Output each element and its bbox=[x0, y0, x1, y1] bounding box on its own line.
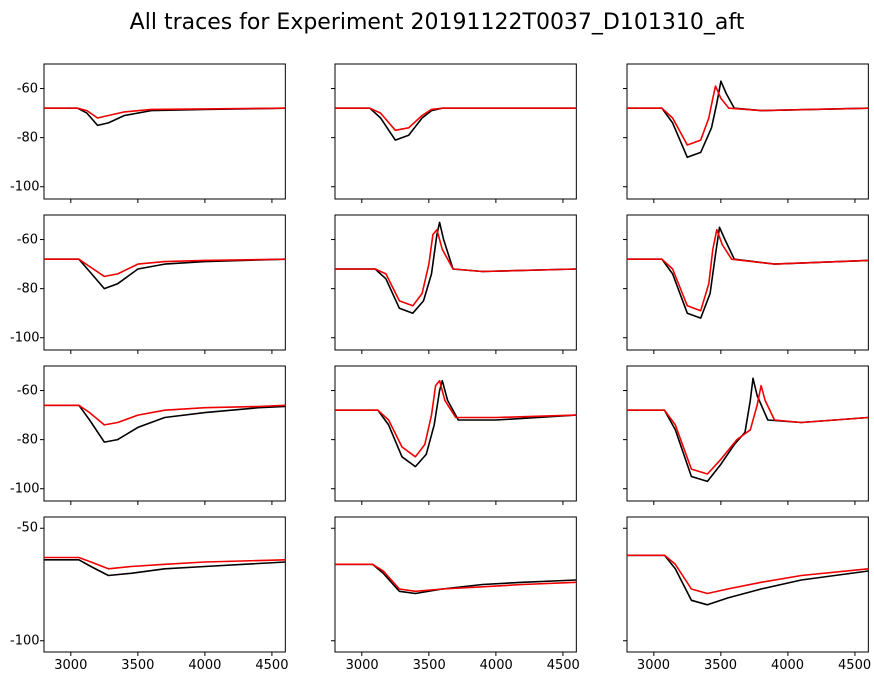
xtick-label: 3000 bbox=[54, 656, 87, 673]
panel-r0-c1 bbox=[301, 60, 578, 203]
xtick-label: 4500 bbox=[547, 656, 580, 673]
trace_b-line bbox=[627, 230, 868, 311]
figure-title: All traces for Experiment 20191122T0037_… bbox=[0, 10, 874, 35]
panel-r1-c1 bbox=[301, 211, 578, 354]
panel-r2-c1 bbox=[301, 362, 578, 505]
trace_b-line bbox=[335, 108, 576, 130]
trace_a-line bbox=[627, 227, 868, 318]
trace_a-line bbox=[44, 259, 285, 288]
figure: All traces for Experiment 20191122T0037_… bbox=[0, 0, 874, 656]
xtick-label: 3000 bbox=[637, 656, 670, 673]
trace_b-line bbox=[44, 558, 285, 569]
panel-r2-c0: -60-80-100 bbox=[10, 362, 287, 505]
trace_a-line bbox=[335, 108, 576, 140]
trace_b-line bbox=[627, 386, 868, 474]
trace_a-line bbox=[335, 222, 576, 313]
xtick-label: 4000 bbox=[480, 656, 513, 673]
panel-r0-c0: -60-80-100 bbox=[10, 60, 287, 203]
trace_b-line bbox=[335, 381, 576, 457]
trace_a-line bbox=[627, 555, 868, 605]
panel-r1-c2 bbox=[593, 211, 870, 354]
panel-r3-c2: 3000350040004500 bbox=[593, 513, 870, 656]
xtick-label: 4500 bbox=[255, 656, 288, 673]
trace_a-line bbox=[627, 378, 868, 481]
trace_a-line bbox=[44, 560, 285, 576]
trace_b-line bbox=[627, 555, 868, 593]
panel-r3-c0: -50-1003000350040004500 bbox=[10, 513, 287, 656]
panel-r1-c0: -60-80-100 bbox=[10, 211, 287, 354]
trace_a-line bbox=[627, 81, 868, 157]
trace_a-line bbox=[335, 564, 576, 593]
xtick-label: 3500 bbox=[413, 656, 446, 673]
xtick-label: 3500 bbox=[704, 656, 737, 673]
trace_b-line bbox=[627, 86, 868, 145]
xtick-label: 3500 bbox=[121, 656, 154, 673]
trace_b-line bbox=[44, 108, 285, 118]
trace_a-line bbox=[335, 381, 576, 467]
panel-r3-c1: 3000350040004500 bbox=[301, 513, 578, 656]
subplot-grid: -60-80-100-60-80-100-60-80-100-50-100300… bbox=[10, 60, 870, 656]
panel-r2-c2 bbox=[593, 362, 870, 505]
trace_a-line bbox=[44, 108, 285, 125]
xtick-label: 4500 bbox=[838, 656, 871, 673]
panel-r0-c2 bbox=[593, 60, 870, 203]
xtick-label: 4000 bbox=[188, 656, 221, 673]
xtick-label: 4000 bbox=[771, 656, 804, 673]
xtick-label: 3000 bbox=[346, 656, 379, 673]
trace_b-line bbox=[335, 230, 576, 306]
